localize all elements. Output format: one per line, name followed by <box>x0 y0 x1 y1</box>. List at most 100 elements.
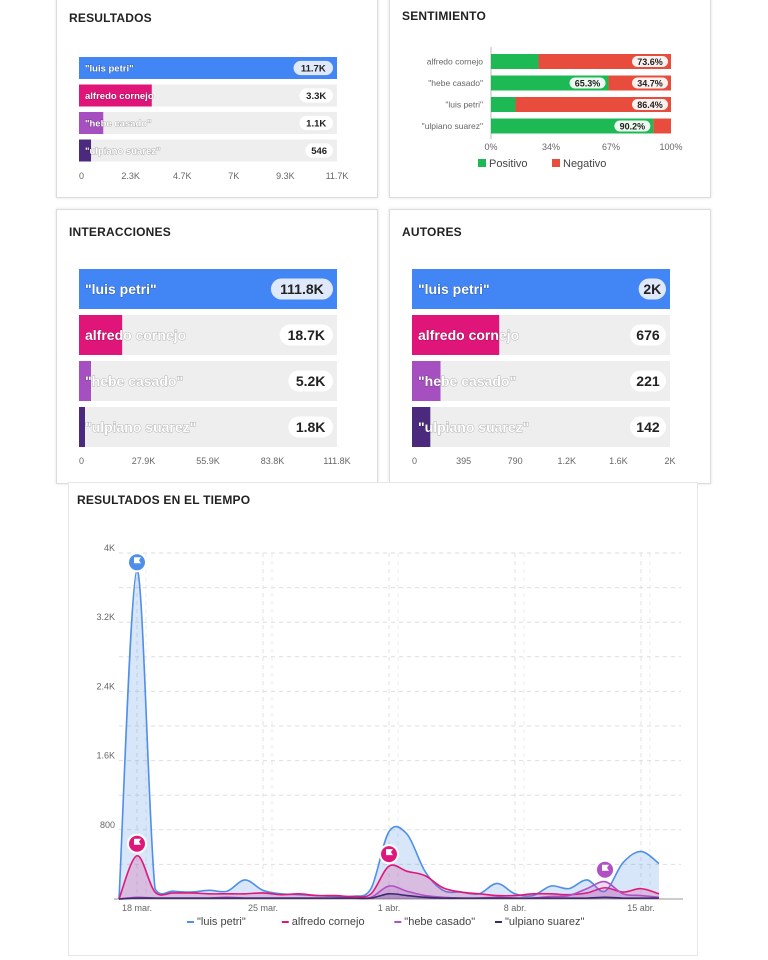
category-label: "luis petri" <box>85 63 134 74</box>
value-pill <box>305 143 333 158</box>
y-tick-label: 1.6K <box>96 751 115 761</box>
value-label: 142 <box>636 419 660 435</box>
sentimiento-chart: alfredo cornejo 73.6% "hebe casado" 65.3% 34… <box>422 47 683 170</box>
value-pill <box>629 416 666 438</box>
value-pill <box>629 324 666 346</box>
x-tick-label: 9.3K <box>276 171 295 181</box>
value-label: 3.3K <box>306 91 326 102</box>
flag-icon <box>602 864 609 875</box>
negativo-bar <box>515 97 671 112</box>
x-tick-label: 11.7K <box>326 171 349 181</box>
value-pill <box>638 278 666 300</box>
bar <box>412 269 670 309</box>
value-label: 18.7K <box>288 327 325 343</box>
legend-positivo-swatch <box>478 159 486 167</box>
value-label: 2K <box>643 281 661 297</box>
x-tick-label: 15 abr. <box>627 903 655 913</box>
bar <box>79 407 85 447</box>
x-tick-label: 18 mar. <box>122 903 152 913</box>
bar <box>79 139 92 162</box>
series-area <box>119 570 659 899</box>
category-label: alfredo cornejo <box>418 327 519 343</box>
flag-icon <box>134 557 141 568</box>
x-tick-label: 27.9K <box>132 456 156 466</box>
legend-label: "hebe casado" <box>404 916 475 928</box>
tiempo-chart: 800 1.6K 2.4K 3.2K 4K 18 mar. 25 mar. 1 abr. 8 a… <box>96 543 683 928</box>
value-label: 34.7% <box>637 78 663 88</box>
value-pill <box>299 88 333 103</box>
category-label: "luis petri" <box>85 281 157 297</box>
negativo-bar <box>653 118 671 134</box>
category-label: "hebe casado" <box>85 118 152 129</box>
tiempo-title: RESULTADOS EN EL TIEMPO <box>77 493 251 507</box>
bar <box>79 112 104 134</box>
legend-label: "luis petri" <box>197 916 246 928</box>
value-label: 221 <box>636 373 660 389</box>
bar <box>79 361 91 401</box>
value-pill <box>569 77 606 89</box>
value-label: 546 <box>311 146 327 157</box>
y-tick-label: 800 <box>100 820 115 830</box>
resultados-chart: "luis petri" 11.7K alfredo cornejo 3.3K "heb… <box>79 57 349 181</box>
legend-negativo-label: Negativo <box>563 158 606 170</box>
category-label: "luis petri" <box>418 281 490 297</box>
value-label: 1.1K <box>306 118 326 129</box>
x-tick-label: 2K <box>664 456 675 466</box>
value-pill <box>270 278 333 300</box>
category-label: "ulpiano suarez" <box>85 146 161 157</box>
bar-track <box>412 407 670 447</box>
value-pill <box>614 120 651 132</box>
bar <box>412 315 500 355</box>
y-tick-label: 2.4K <box>96 681 115 691</box>
autores-chart: "luis petri" 2K alfredo cornejo 676 "hebe ca… <box>412 269 676 466</box>
flag-marker <box>595 859 615 880</box>
value-label: 11.7K <box>301 63 326 74</box>
x-tick-label: 0 <box>79 171 84 181</box>
value-pill <box>293 60 333 76</box>
series-line <box>118 569 660 900</box>
value-pill <box>279 324 333 346</box>
sentimiento-title: SENTIMIENTO <box>402 9 486 23</box>
series-area <box>119 881 659 899</box>
x-tick-label: 8 abr. <box>504 903 527 913</box>
bar <box>412 361 441 401</box>
value-pill <box>288 416 333 438</box>
category-label: "ulpiano suarez" <box>85 419 196 435</box>
category-label: alfredo cornejo <box>85 91 154 102</box>
category-label: alfredo cornejo <box>427 57 484 67</box>
interacciones-card: INTERACCIONES "luis petri" 111.8K alfredo … <box>56 209 378 484</box>
legend-label: "ulpiano suarez" <box>505 916 584 928</box>
positivo-bar <box>491 118 654 134</box>
value-label: 111.8K <box>280 281 324 297</box>
series-line <box>118 854 660 900</box>
value-pill <box>632 99 668 110</box>
series-line <box>118 892 659 900</box>
x-tick-label: 1 abr. <box>378 903 401 913</box>
x-tick-label: 0 <box>412 456 417 466</box>
value-pill <box>288 370 333 392</box>
category-label: "hebe casado" <box>428 78 483 88</box>
tiempo-card: RESULTADOS EN EL TIEMPO 800 1.6K 2.4K 3.2K 4… <box>68 482 698 956</box>
value-label: 86.4% <box>637 100 663 110</box>
resultados-title: RESULTADOS <box>69 11 152 25</box>
x-tick-label: 2.3K <box>121 171 140 181</box>
value-label: 90.2% <box>620 121 646 131</box>
x-tick-label: 1.2K <box>558 456 577 466</box>
category-label: "ulpiano suarez" <box>418 419 529 435</box>
x-tick-label: 100% <box>659 142 682 152</box>
x-tick-label: 55.9K <box>196 456 220 466</box>
x-tick-label: 395 <box>456 456 471 466</box>
value-pill <box>632 56 668 67</box>
interacciones-chart: "luis petri" 111.8K alfredo cornejo 18.7K "h… <box>79 269 351 466</box>
x-tick-label: 34% <box>542 142 560 152</box>
x-tick-label: 1.6K <box>609 456 628 466</box>
x-tick-label: 67% <box>602 142 620 152</box>
flag-marker <box>127 833 147 854</box>
series-area <box>119 893 659 899</box>
x-tick-label: 7K <box>228 171 239 181</box>
positivo-bar <box>491 97 516 112</box>
legend-positivo-label: Positivo <box>489 158 528 170</box>
sentimiento-card: SENTIMIENTO alfredo cornejo 73.6% "hebe ca… <box>389 0 711 198</box>
category-label: alfredo cornejo <box>85 327 186 343</box>
bar-track <box>412 361 670 401</box>
